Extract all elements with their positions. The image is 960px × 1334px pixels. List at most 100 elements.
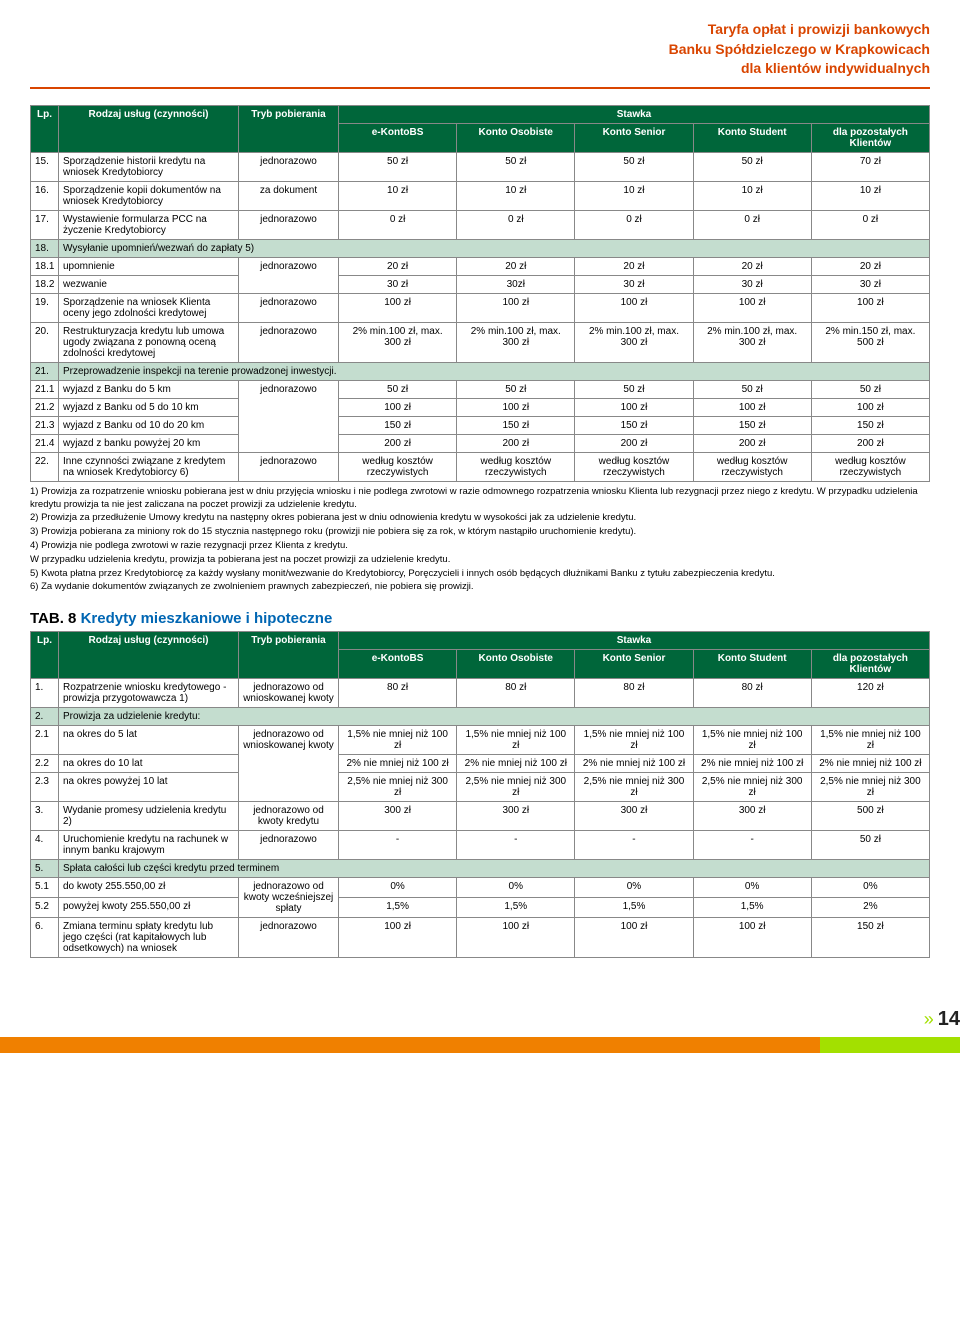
cell: 0 zł bbox=[693, 210, 811, 239]
cell: 200 zł bbox=[693, 434, 811, 452]
cell: 100 zł bbox=[339, 293, 457, 322]
cell: Przeprowadzenie inspekcji na terenie pro… bbox=[59, 362, 930, 380]
cell: 1. bbox=[31, 679, 59, 708]
cell: 200 zł bbox=[457, 434, 575, 452]
cell: według kosztów rzeczywistych bbox=[457, 452, 575, 481]
cell: 2% nie mniej niż 100 zł bbox=[811, 755, 929, 773]
cell: Prowizja za udzielenie kredytu: bbox=[59, 708, 930, 726]
table-row: 3.Wydanie promesy udzielenia kredytu 2)j… bbox=[31, 802, 930, 831]
cell: 2,5% nie mniej niż 300 zł bbox=[811, 773, 929, 802]
cell: Inne czynności związane z kredytem na wn… bbox=[59, 452, 239, 481]
cell: 50 zł bbox=[811, 831, 929, 860]
footnote-line: 6) Za wydanie dokumentów związanych ze z… bbox=[30, 581, 930, 594]
cell: 1,5% bbox=[457, 898, 575, 918]
cell: 10 zł bbox=[575, 181, 693, 210]
cell: 300 zł bbox=[457, 802, 575, 831]
table-row: 22.Inne czynności związane z kredytem na… bbox=[31, 452, 930, 481]
cell: 10 zł bbox=[457, 181, 575, 210]
cell: na okres do 10 lat bbox=[59, 755, 239, 773]
cell: 2.2 bbox=[31, 755, 59, 773]
cell: jednorazowo bbox=[239, 210, 339, 239]
footnotes: 1) Prowizja za rozpatrzenie wniosku pobi… bbox=[30, 486, 930, 595]
cell: Wysyłanie upomnień/wezwań do zapłaty 5) bbox=[59, 239, 930, 257]
cell: 70 zł bbox=[811, 152, 929, 181]
cell: 1,5% nie mniej niż 100 zł bbox=[457, 726, 575, 755]
cell: 0% bbox=[811, 878, 929, 898]
cell: 50 zł bbox=[339, 152, 457, 181]
cell: 50 zł bbox=[575, 380, 693, 398]
cell: - bbox=[339, 831, 457, 860]
tab8-name: Kredyty mieszkaniowe i hipoteczne bbox=[81, 610, 333, 627]
table-row: 18.1upomnieniejednorazowo20 zł20 zł20 zł… bbox=[31, 257, 930, 275]
cell: 18. bbox=[31, 239, 59, 257]
cell: wyjazd z Banku do 5 km bbox=[59, 380, 239, 398]
cell: 50 zł bbox=[575, 152, 693, 181]
page-footer: » 14 bbox=[0, 1008, 960, 1031]
cell: jednorazowo bbox=[239, 918, 339, 958]
cell: 2. bbox=[31, 708, 59, 726]
th-senior: Konto Senior bbox=[575, 650, 693, 679]
cell: jednorazowo od kwoty kredytu bbox=[239, 802, 339, 831]
tab8-title: TAB. 8 Kredyty mieszkaniowe i hipoteczne bbox=[30, 610, 930, 627]
cell: 5.2 bbox=[31, 898, 59, 918]
th-tryb: Tryb pobierania bbox=[239, 105, 339, 152]
cell: 80 zł bbox=[457, 679, 575, 708]
cell: 2% min.100 zł, max. 300 zł bbox=[339, 322, 457, 362]
cell: 0% bbox=[457, 878, 575, 898]
cell: 2,5% nie mniej niż 300 zł bbox=[575, 773, 693, 802]
chevron-right-icon: » bbox=[924, 1009, 934, 1030]
cell: jednorazowo bbox=[239, 831, 339, 860]
header-line: Banku Spółdzielczego w Krapkowicach bbox=[30, 40, 930, 60]
cell: 10 zł bbox=[693, 181, 811, 210]
th-pozostali: dla pozostałych Klientów bbox=[811, 650, 929, 679]
table-row: 21.3wyjazd z Banku od 10 do 20 km150 zł1… bbox=[31, 416, 930, 434]
cell: 100 zł bbox=[693, 918, 811, 958]
cell: 21.1 bbox=[31, 380, 59, 398]
cell: 2% nie mniej niż 100 zł bbox=[575, 755, 693, 773]
cell: 22. bbox=[31, 452, 59, 481]
cell: 0 zł bbox=[575, 210, 693, 239]
cell: 21. bbox=[31, 362, 59, 380]
table-row: 17.Wystawienie formularza PCC na życzeni… bbox=[31, 210, 930, 239]
table-row: 21.2wyjazd z Banku od 5 do 10 km100 zł10… bbox=[31, 398, 930, 416]
cell: 100 zł bbox=[339, 918, 457, 958]
footer-bar-orange bbox=[0, 1037, 820, 1053]
th-tryb: Tryb pobierania bbox=[239, 632, 339, 679]
cell: 2% min.100 zł, max. 300 zł bbox=[457, 322, 575, 362]
cell: - bbox=[693, 831, 811, 860]
cell: 30 zł bbox=[339, 275, 457, 293]
footer-bar bbox=[0, 1037, 960, 1053]
table-row: 5.2powyżej kwoty 255.550,00 zł1,5%1,5%1,… bbox=[31, 898, 930, 918]
table-row: 15.Sporządzenie historii kredytu na wnio… bbox=[31, 152, 930, 181]
cell: 18.2 bbox=[31, 275, 59, 293]
th-senior: Konto Senior bbox=[575, 123, 693, 152]
cell: według kosztów rzeczywistych bbox=[575, 452, 693, 481]
cell: na okres do 5 lat bbox=[59, 726, 239, 755]
cell: 18.1 bbox=[31, 257, 59, 275]
cell: 120 zł bbox=[811, 679, 929, 708]
table-row: 2.Prowizja za udzielenie kredytu: bbox=[31, 708, 930, 726]
cell: 15. bbox=[31, 152, 59, 181]
cell: 0% bbox=[575, 878, 693, 898]
cell: 0% bbox=[693, 878, 811, 898]
cell: 2% bbox=[811, 898, 929, 918]
cell: 2.3 bbox=[31, 773, 59, 802]
table-row: 2.3na okres powyżej 10 lat2,5% nie mniej… bbox=[31, 773, 930, 802]
cell: 50 zł bbox=[457, 152, 575, 181]
cell: 100 zł bbox=[457, 918, 575, 958]
cell: 20 zł bbox=[575, 257, 693, 275]
cell: jednorazowo od wnioskowanej kwoty bbox=[239, 726, 339, 802]
cell: 2% min.150 zł, max. 500 zł bbox=[811, 322, 929, 362]
cell: jednorazowo od kwoty wcześniejszej spłat… bbox=[239, 878, 339, 918]
cell: 150 zł bbox=[339, 416, 457, 434]
cell: 300 zł bbox=[575, 802, 693, 831]
cell: Sporządzenie kopii dokumentów na wniosek… bbox=[59, 181, 239, 210]
table-row: 20.Restrukturyzacja kredytu lub umowa ug… bbox=[31, 322, 930, 362]
cell: 50 zł bbox=[457, 380, 575, 398]
footnote-line: 4) Prowizja nie podlega zwrotowi w razie… bbox=[30, 540, 930, 553]
th-stawka: Stawka bbox=[339, 105, 930, 123]
cell: 20 zł bbox=[811, 257, 929, 275]
cell: 150 zł bbox=[457, 416, 575, 434]
table-row: 21.4wyjazd z banku powyżej 20 km200 zł20… bbox=[31, 434, 930, 452]
cell: 100 zł bbox=[575, 293, 693, 322]
